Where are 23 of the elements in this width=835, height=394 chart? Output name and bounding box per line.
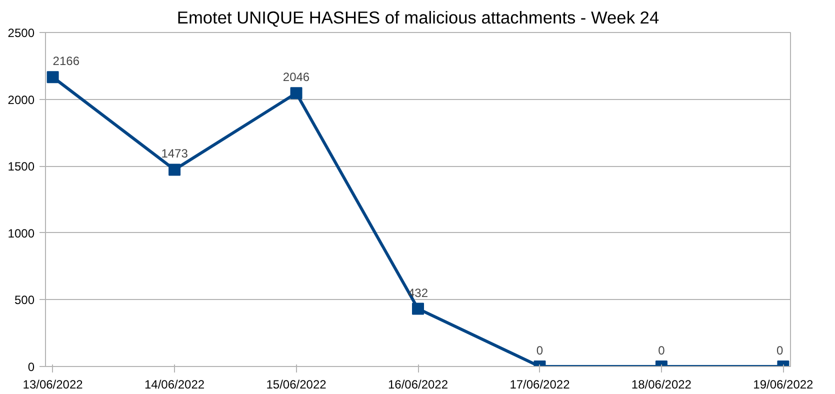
y-tick-label: 1500 [8, 160, 35, 174]
x-tick-label: 15/06/2022 [266, 378, 327, 392]
y-tick-label: 500 [14, 293, 35, 308]
data-label: 0 [536, 344, 544, 358]
x-tick-label: 17/06/2022 [510, 378, 570, 392]
point [290, 87, 302, 100]
y-tick-label: 0 [28, 360, 35, 374]
x-tick-label: 16/06/2022 [388, 378, 448, 392]
data-label: 2046 [282, 70, 310, 84]
y-tick-label: 1000 [8, 226, 35, 240]
chart-title: Emotet UNIQUE HASHES of malicious attachments - Week 24 [176, 8, 660, 28]
y-tick-label: 2500 [8, 26, 35, 40]
data-label: 0 [658, 344, 666, 358]
point [46, 71, 59, 84]
data-label: 2166 [52, 54, 80, 68]
y-tick-label: 2000 [8, 92, 35, 107]
data-label: 1473 [161, 146, 188, 161]
point [168, 164, 181, 176]
x-tick-label: 19/06/2022 [753, 378, 814, 392]
x-tick-label: 14/06/2022 [144, 378, 205, 392]
data-label: 0 [776, 344, 784, 358]
x-tick-label: 13/06/2022 [22, 378, 84, 392]
x-tick-label: 18/06/2022 [631, 378, 692, 392]
